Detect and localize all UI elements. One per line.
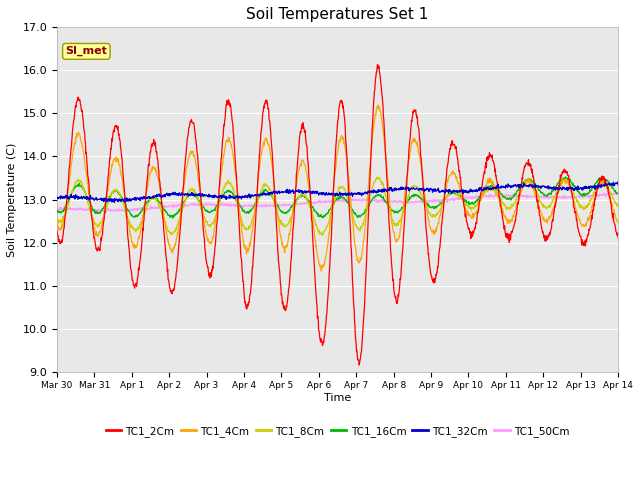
Title: Soil Temperatures Set 1: Soil Temperatures Set 1 (246, 7, 429, 22)
Text: SI_met: SI_met (65, 46, 108, 57)
Y-axis label: Soil Temperature (C): Soil Temperature (C) (7, 143, 17, 257)
Legend: TC1_2Cm, TC1_4Cm, TC1_8Cm, TC1_16Cm, TC1_32Cm, TC1_50Cm: TC1_2Cm, TC1_4Cm, TC1_8Cm, TC1_16Cm, TC1… (102, 422, 573, 441)
X-axis label: Time: Time (324, 393, 351, 403)
